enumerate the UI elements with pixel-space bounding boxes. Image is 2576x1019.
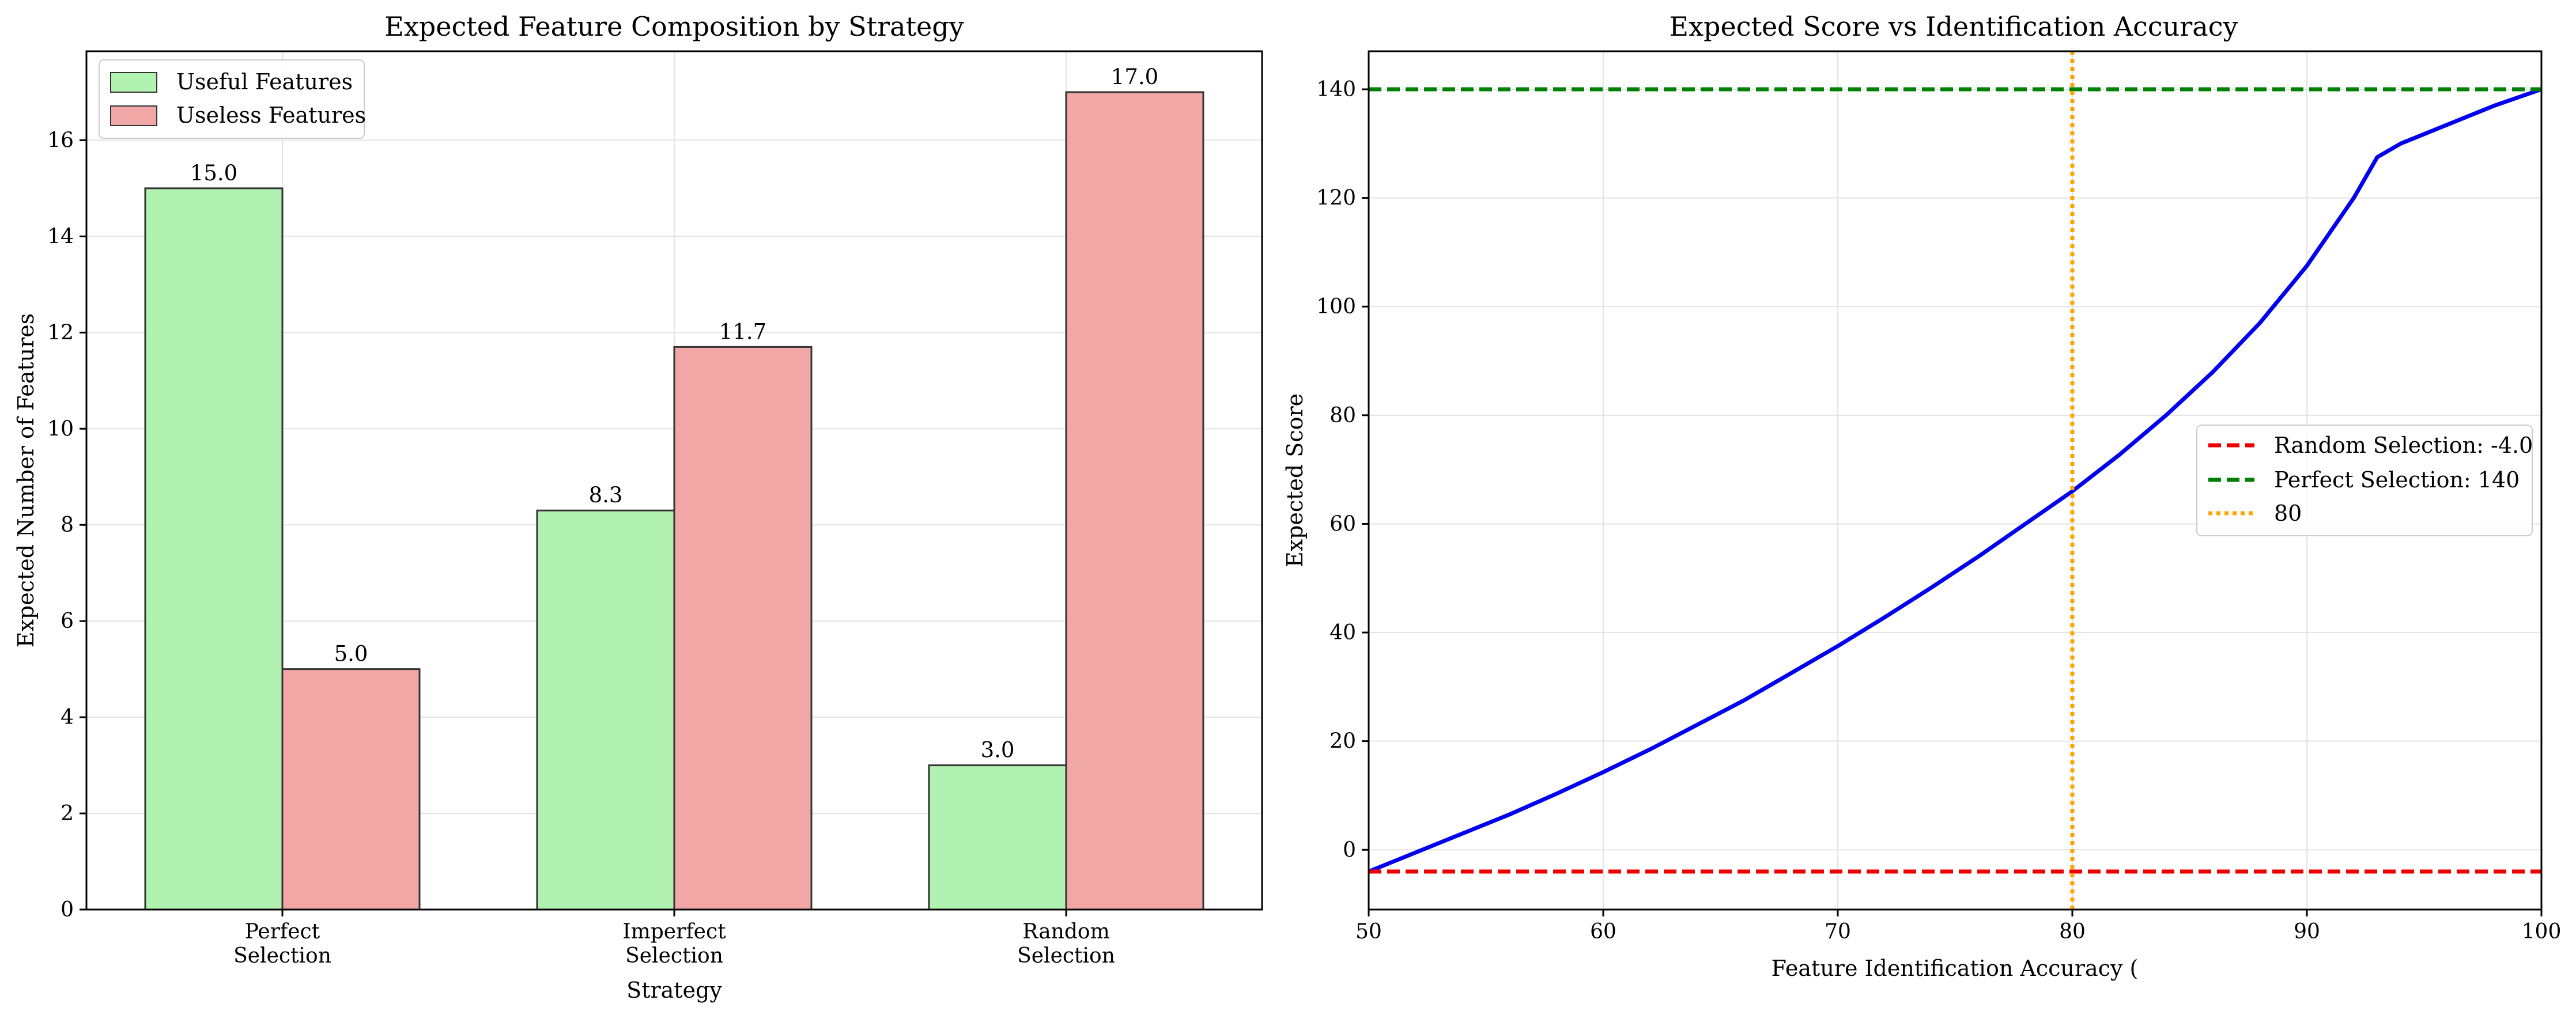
bar-chart-title: Expected Feature Composition by Strategy [384, 11, 964, 42]
line-chart-x-ticks: 50 60 70 80 90 100 [1355, 910, 2561, 944]
expected-score-curve [1368, 87, 2543, 874]
line-chart-x-tick-label: 70 [1825, 920, 1851, 944]
bar-data-label: 5.0 [334, 642, 368, 666]
bar-data-label: 8.3 [589, 483, 623, 507]
line-chart-x-tick-label: 80 [2059, 920, 2086, 944]
line-chart-title: Expected Score vs Identification Accurac… [1670, 11, 2238, 42]
bar-chart-y-tick-label: 12 [47, 321, 74, 344]
line-chart-legend: Random Selection: -4.0 Perfect Selection… [2196, 425, 2533, 536]
bar-chart-x-tick-label: Imperfect [622, 920, 726, 944]
legend-label-accuracy-80: 80 [2274, 501, 2302, 526]
line-chart-y-tick-label: 20 [1329, 730, 1356, 753]
bar-chart-x-tick-label: Selection [625, 944, 723, 968]
line-chart-x-axis-label: Feature Identification Accuracy ( [1772, 956, 2139, 981]
bar-chart-y-tick-label: 14 [47, 225, 74, 248]
bar-data-label: 17.0 [1111, 65, 1158, 89]
line-chart-x-tick-label: 50 [1355, 920, 1382, 944]
bar-chart-x-tick-label: Random [1022, 920, 1109, 944]
bar-chart-legend: Useful Features Useless Features [99, 59, 366, 139]
bar-chart-y-ticks: 0 2 4 6 8 10 12 14 16 [47, 128, 86, 922]
line-chart-y-ticks: 0 20 40 60 80 100 120 140 [1316, 78, 1369, 862]
bar-chart-bars [144, 91, 1204, 911]
line-chart-series [1368, 51, 2543, 910]
bar-data-label: 11.7 [719, 319, 766, 344]
line-chart-y-tick-label: 100 [1316, 295, 1356, 319]
legend-swatch-useful [110, 72, 157, 93]
bar-chart-legend-box [99, 59, 365, 139]
bar-chart-y-tick-label: 16 [47, 128, 74, 152]
bar-chart-y-tick-label: 0 [61, 898, 74, 922]
bar-chart-x-ticks: PerfectSelectionImperfectSelectionRandom… [233, 910, 1115, 968]
line-chart-x-tick-label: 60 [1590, 920, 1616, 944]
bar-chart-x-tick-label: Perfect [245, 920, 320, 944]
bar-chart-x-axis-label: Strategy [626, 978, 722, 1003]
line-chart-y-tick-label: 60 [1329, 512, 1356, 536]
line-chart-legend-box [2196, 425, 2533, 536]
line-chart-y-tick-label: 0 [1343, 838, 1356, 862]
bar-useful-0 [144, 187, 284, 911]
bar-useless-1 [673, 346, 813, 911]
legend-label-random: Random Selection: -4.0 [2274, 433, 2533, 458]
line-chart-y-tick-label: 80 [1329, 404, 1356, 427]
legend-swatch-useless [110, 105, 157, 126]
bar-chart-y-tick-label: 8 [61, 513, 74, 537]
bar-data-label: 15.0 [190, 161, 237, 185]
line-chart-y-axis-label: Expected Score [1282, 393, 1308, 567]
bar-chart-y-tick-label: 6 [61, 609, 74, 633]
bar-chart-composition: Expected Feature Composition by Strategy… [13, 11, 1263, 1003]
legend-label-perfect: Perfect Selection: 140 [2274, 467, 2520, 493]
bar-useless-0 [281, 668, 421, 911]
line-chart-y-tick-label: 140 [1316, 78, 1356, 101]
line-chart-y-tick-label: 40 [1329, 621, 1356, 645]
line-chart-plot-frame [1368, 50, 2543, 911]
legend-label-useless: Useless Features [176, 103, 366, 128]
line-chart-x-tick-label: 100 [2522, 920, 2562, 944]
line-chart-x-tick-label: 90 [2294, 920, 2320, 944]
bar-chart-x-tick-label: Selection [233, 944, 331, 968]
line-chart-y-tick-label: 120 [1316, 187, 1356, 210]
bar-chart-y-tick-label: 2 [61, 802, 74, 825]
bar-chart-y-tick-label: 10 [47, 417, 74, 441]
bar-chart-y-tick-label: 4 [61, 706, 74, 729]
bar-useful-1 [536, 509, 675, 911]
bar-chart-y-axis-label: Expected Number of Features [13, 313, 39, 648]
bar-chart-x-tick-label: Selection [1017, 944, 1115, 968]
line-chart-score: Expected Score vs Identification Accurac… [1282, 11, 2561, 981]
bar-data-label: 3.0 [981, 738, 1015, 763]
bar-chart-data-labels: 15.0 5.0 8.3 11.7 3.0 17.0 [190, 65, 1158, 763]
legend-label-useful: Useful Features [176, 69, 353, 94]
bar-useless-2 [1065, 91, 1204, 911]
bar-useful-2 [928, 764, 1067, 911]
